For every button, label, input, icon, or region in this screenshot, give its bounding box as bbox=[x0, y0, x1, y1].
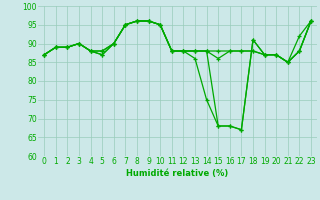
X-axis label: Humidité relative (%): Humidité relative (%) bbox=[126, 169, 229, 178]
